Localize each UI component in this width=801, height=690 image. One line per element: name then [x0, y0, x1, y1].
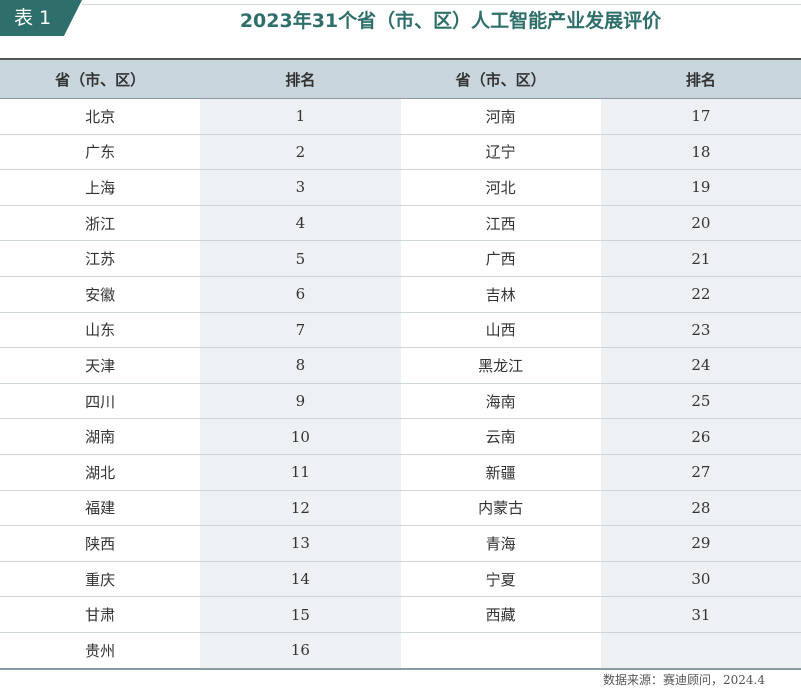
table-row: 浙江 4 江西 20 [0, 205, 801, 242]
region-cell [400, 632, 601, 670]
region-cell: 陕西 [0, 525, 201, 562]
region-cell: 内蒙古 [400, 490, 601, 527]
region-cell: 广西 [400, 240, 601, 277]
region-cell: 吉林 [400, 276, 601, 313]
region-cell: 宁夏 [400, 561, 601, 598]
rank-cell: 1 [200, 98, 401, 135]
rank-cell: 17 [600, 98, 801, 135]
table-row: 湖南 10 云南 26 [0, 418, 801, 455]
rank-cell: 20 [600, 205, 801, 242]
rank-cell: 14 [200, 561, 401, 598]
table-row: 上海 3 河北 19 [0, 169, 801, 206]
rank-cell: 21 [600, 240, 801, 277]
divider [82, 4, 801, 5]
rank-cell: 2 [200, 134, 401, 171]
table-row: 天津 8 黑龙江 24 [0, 347, 801, 384]
region-cell: 贵州 [0, 632, 201, 670]
rank-cell: 24 [600, 347, 801, 384]
rank-cell: 9 [200, 383, 401, 420]
rank-cell: 5 [200, 240, 401, 277]
region-cell: 安徽 [0, 276, 201, 313]
rank-cell: 13 [200, 525, 401, 562]
region-cell: 天津 [0, 347, 201, 384]
region-cell: 湖北 [0, 454, 201, 491]
region-cell: 云南 [400, 418, 601, 455]
data-source: 数据来源：赛迪顾问，2024.4 [603, 673, 765, 687]
rank-cell: 28 [600, 490, 801, 527]
rank-cell: 3 [200, 169, 401, 206]
rank-cell: 30 [600, 561, 801, 598]
rank-cell: 31 [600, 596, 801, 633]
region-cell: 四川 [0, 383, 201, 420]
rank-cell: 6 [200, 276, 401, 313]
rank-cell: 27 [600, 454, 801, 491]
table-row: 广东 2 辽宁 18 [0, 134, 801, 171]
table-row: 北京 1 河南 17 [0, 98, 801, 135]
region-cell: 黑龙江 [400, 347, 601, 384]
region-cell: 重庆 [0, 561, 201, 598]
region-cell: 海南 [400, 383, 601, 420]
rank-cell: 25 [600, 383, 801, 420]
table-row: 重庆 14 宁夏 30 [0, 561, 801, 598]
table-row: 安徽 6 吉林 22 [0, 276, 801, 313]
region-cell: 广东 [0, 134, 201, 171]
region-cell: 西藏 [400, 596, 601, 633]
header-row: 省（市、区） 排名 省（市、区） 排名 [0, 58, 801, 99]
rank-cell: 10 [200, 418, 401, 455]
table-row: 江苏 5 广西 21 [0, 240, 801, 277]
region-cell: 湖南 [0, 418, 201, 455]
region-cell: 青海 [400, 525, 601, 562]
region-cell: 河南 [400, 98, 601, 135]
header-region-1: 省（市、区） [0, 58, 201, 99]
rank-cell: 12 [200, 490, 401, 527]
region-cell: 山西 [400, 312, 601, 349]
rank-cell: 19 [600, 169, 801, 206]
region-cell: 江苏 [0, 240, 201, 277]
region-cell: 新疆 [400, 454, 601, 491]
region-cell: 河北 [400, 169, 601, 206]
header-rank-2: 排名 [600, 58, 801, 99]
table-row: 贵州 16 [0, 632, 801, 670]
table-title: 2023年31个省（市、区）人工智能产业发展评价 [239, 10, 662, 32]
header-rank-1: 排名 [200, 58, 401, 99]
table-row: 陕西 13 青海 29 [0, 525, 801, 562]
rank-cell: 4 [200, 205, 401, 242]
rank-cell: 11 [200, 454, 401, 491]
table-row: 四川 9 海南 25 [0, 383, 801, 420]
rank-cell: 16 [200, 632, 401, 670]
rank-cell: 22 [600, 276, 801, 313]
ranking-table: 省（市、区） 排名 省（市、区） 排名 北京 1 河南 17 广东 2 辽宁 18 上海 3 河北 1… [0, 58, 801, 670]
table-row: 湖北 11 新疆 27 [0, 454, 801, 491]
rank-cell: 23 [600, 312, 801, 349]
region-cell: 北京 [0, 98, 201, 135]
region-cell: 福建 [0, 490, 201, 527]
rank-cell: 7 [200, 312, 401, 349]
region-cell: 山东 [0, 312, 201, 349]
region-cell: 上海 [0, 169, 201, 206]
rank-cell: 26 [600, 418, 801, 455]
table-row: 甘肃 15 西藏 31 [0, 596, 801, 633]
rank-cell [600, 632, 801, 670]
rank-cell: 8 [200, 347, 401, 384]
table-number-tag: 表 1 [0, 0, 82, 36]
region-cell: 江西 [400, 205, 601, 242]
header-region-2: 省（市、区） [400, 58, 601, 99]
region-cell: 辽宁 [400, 134, 601, 171]
region-cell: 甘肃 [0, 596, 201, 633]
rank-cell: 15 [200, 596, 401, 633]
table-row: 福建 12 内蒙古 28 [0, 490, 801, 527]
rank-cell: 29 [600, 525, 801, 562]
table-row: 山东 7 山西 23 [0, 312, 801, 349]
rank-cell: 18 [600, 134, 801, 171]
region-cell: 浙江 [0, 205, 201, 242]
